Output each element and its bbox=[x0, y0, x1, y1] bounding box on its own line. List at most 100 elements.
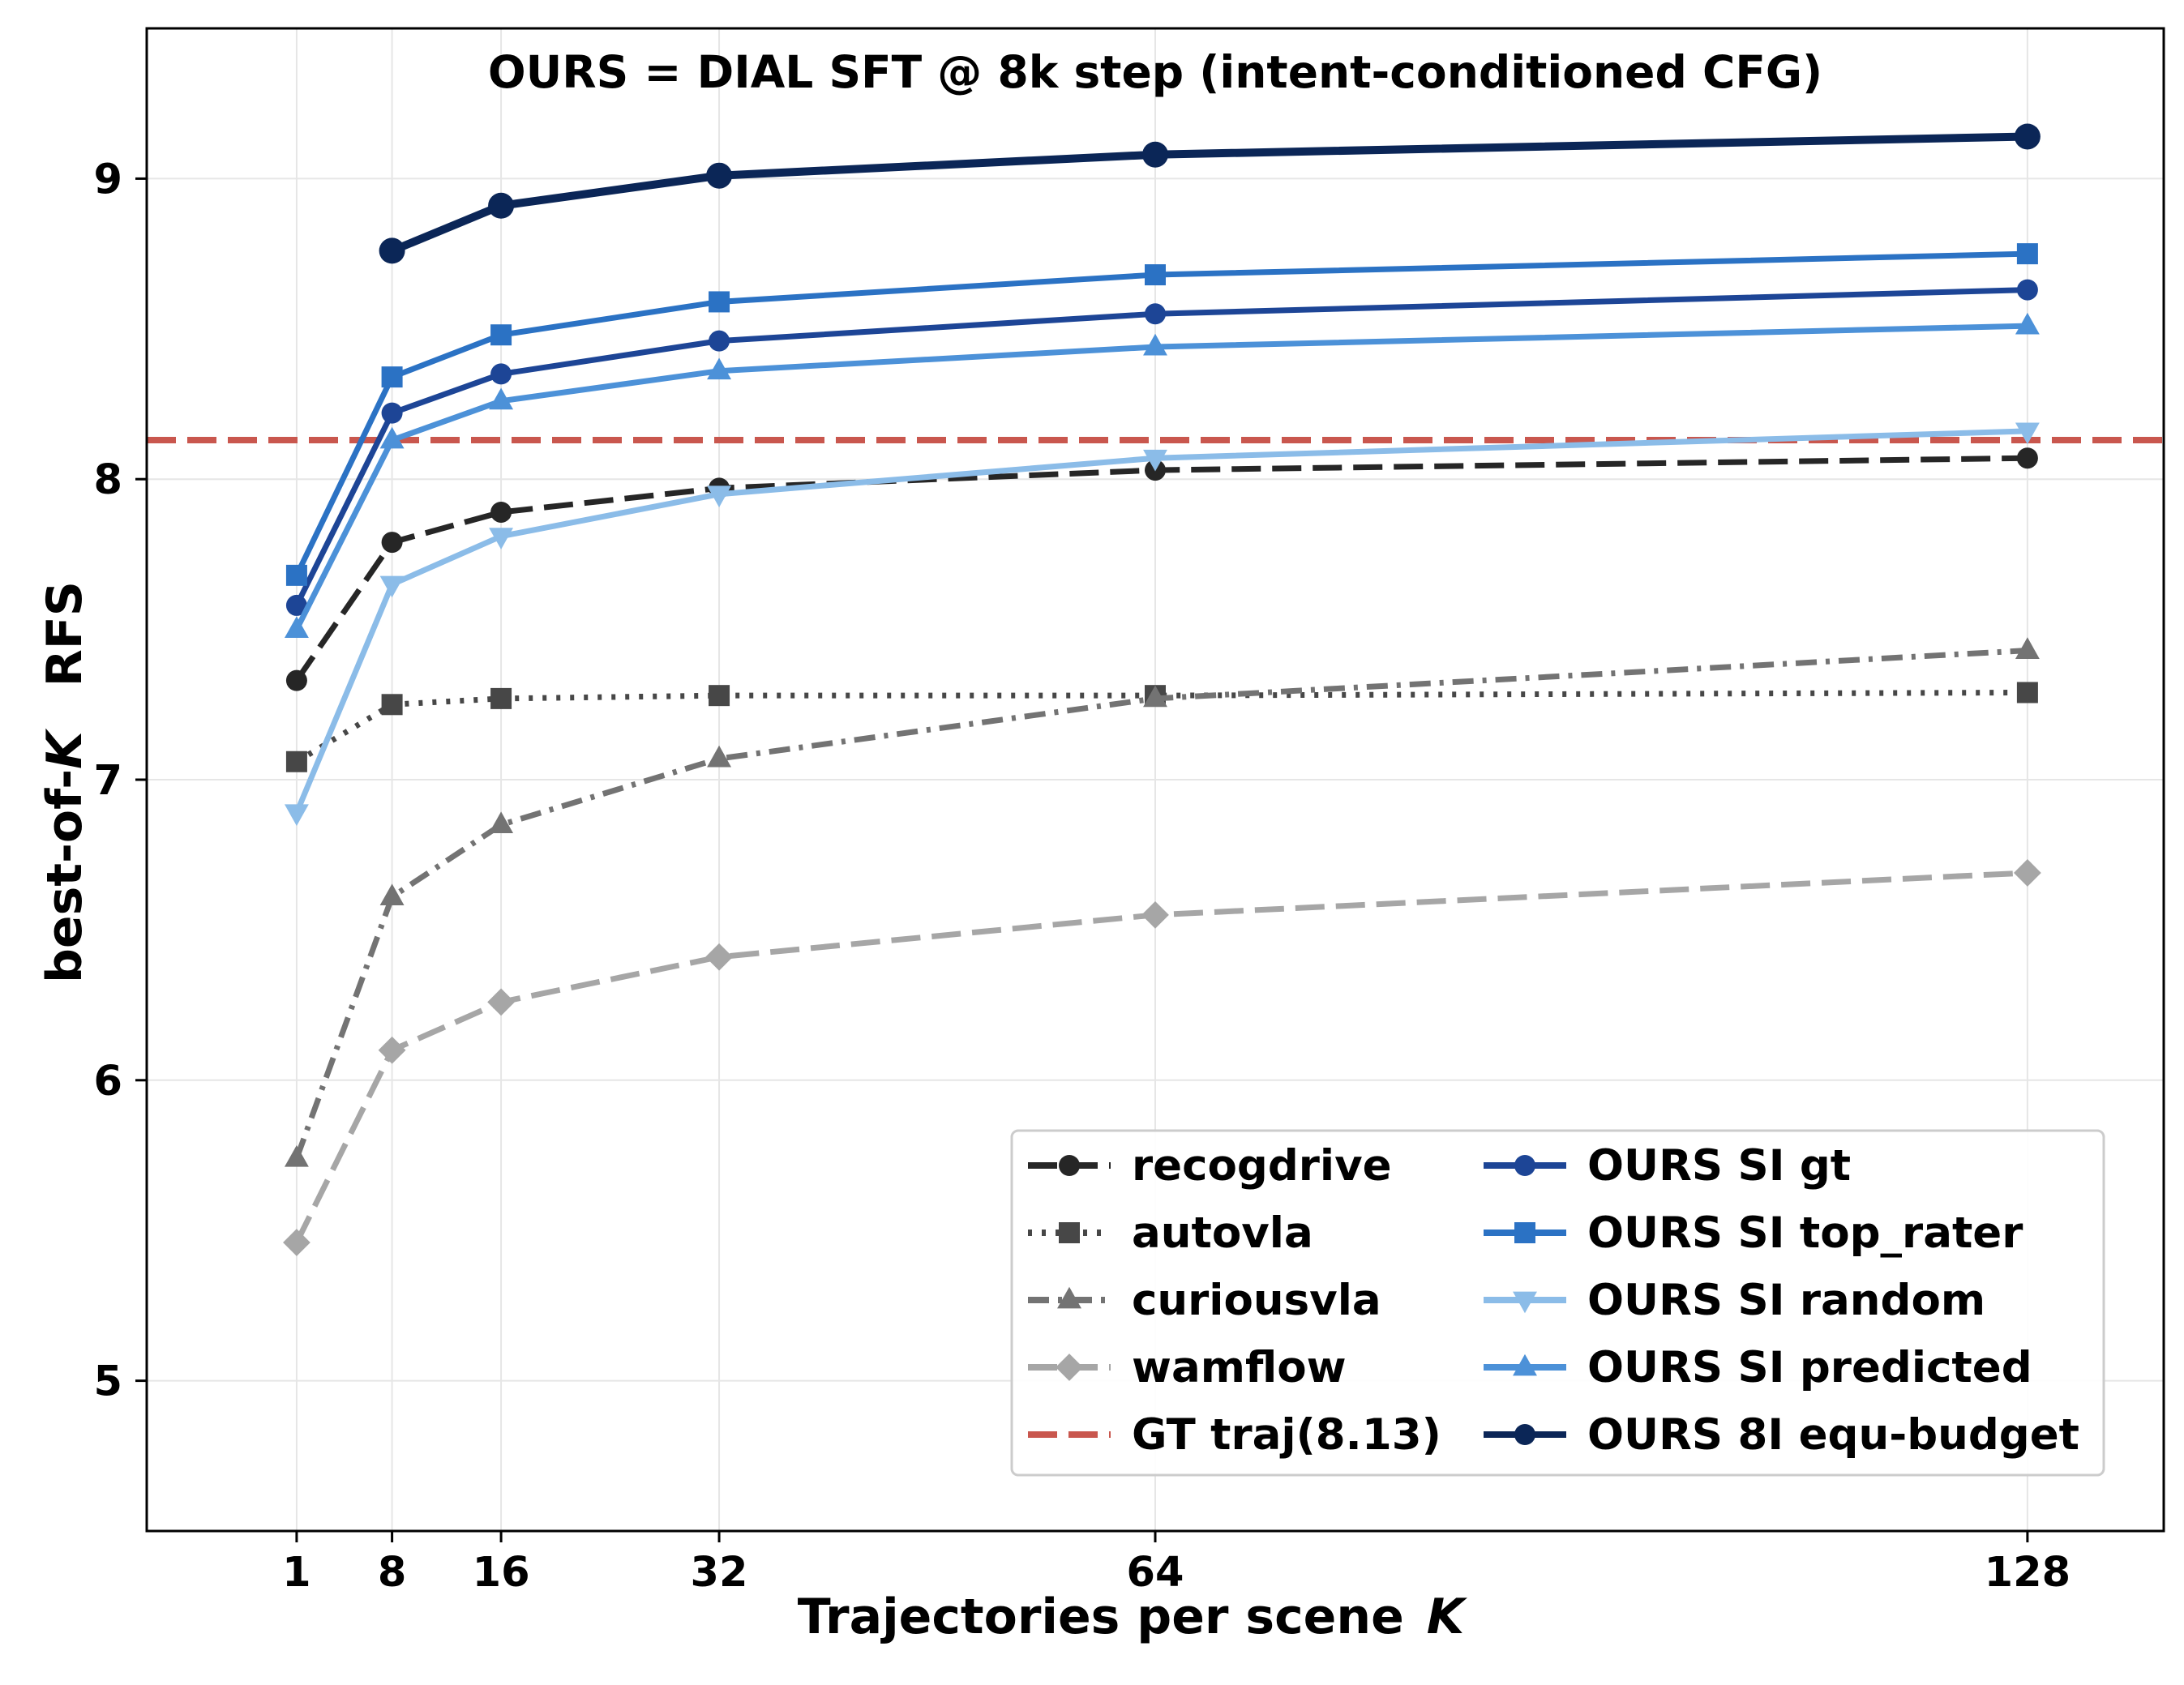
data-point bbox=[381, 402, 403, 424]
legend-item: recogdrive bbox=[1028, 1141, 1392, 1191]
data-point bbox=[2016, 447, 2038, 469]
legend-swatch-marker bbox=[1059, 1155, 1080, 1176]
legend-item: OURS SI random bbox=[1484, 1276, 1985, 1325]
legend-swatch-marker bbox=[1514, 1424, 1535, 1445]
data-point bbox=[705, 943, 733, 971]
legend-swatch-marker bbox=[1514, 1155, 1535, 1176]
data-point bbox=[285, 669, 307, 691]
legend-item: OURS SI top_rater bbox=[1484, 1208, 2023, 1258]
data-point bbox=[490, 324, 512, 346]
series-line bbox=[294, 455, 2028, 682]
legend-label: OURS 8I equ-budget bbox=[1587, 1410, 2079, 1460]
data-point bbox=[379, 237, 405, 264]
series-line bbox=[293, 287, 2028, 607]
series-ours-si-predicted bbox=[284, 312, 2040, 638]
data-point bbox=[1141, 900, 1169, 929]
data-point bbox=[381, 366, 403, 388]
data-point bbox=[488, 192, 515, 219]
x-tick-label: 16 bbox=[473, 1549, 530, 1597]
series-curiousvla bbox=[284, 637, 2040, 1167]
series-line bbox=[293, 250, 2028, 577]
data-point bbox=[379, 575, 405, 598]
x-axis-label-text: Trajectories per scene bbox=[798, 1589, 1404, 1645]
data-point bbox=[379, 883, 405, 906]
data-point bbox=[2016, 279, 2038, 301]
y-tick-label: 5 bbox=[94, 1358, 123, 1406]
data-point bbox=[284, 616, 309, 638]
data-point bbox=[2016, 243, 2038, 265]
legend-swatch-marker bbox=[1513, 1291, 1537, 1314]
legend-swatch-marker bbox=[1513, 1354, 1537, 1376]
data-point bbox=[1143, 333, 1167, 356]
data-point bbox=[707, 357, 732, 380]
x-tick-label: 1 bbox=[282, 1549, 311, 1597]
series-line bbox=[293, 323, 2028, 631]
data-point bbox=[285, 594, 307, 616]
legend-item: GT traj(8.13) bbox=[1028, 1410, 1441, 1460]
legend-label: recogdrive bbox=[1132, 1141, 1392, 1191]
legend-label: OURS SI random bbox=[1587, 1276, 1985, 1325]
data-point bbox=[1145, 264, 1166, 286]
y-axis-label: best-of-K RFS bbox=[36, 581, 93, 983]
legend-item: curiousvla bbox=[1028, 1276, 1381, 1325]
legend-label: GT traj(8.13) bbox=[1132, 1410, 1441, 1460]
data-point bbox=[2015, 422, 2040, 445]
x-axis-label-var: K bbox=[1427, 1589, 1468, 1645]
chart-title: OURS = DIAL SFT @ 8k step (intent-condit… bbox=[488, 46, 1822, 98]
data-point bbox=[381, 694, 403, 716]
data-point bbox=[2014, 123, 2041, 150]
legend-swatch-marker bbox=[1059, 1222, 1080, 1243]
data-point bbox=[2015, 312, 2040, 335]
data-point bbox=[487, 988, 515, 1016]
legend-swatch-marker bbox=[1056, 1354, 1083, 1381]
y-tick-label: 8 bbox=[94, 456, 123, 504]
y-tick-label: 9 bbox=[94, 156, 123, 203]
y-axis-label-var: K bbox=[36, 728, 93, 769]
legend-label: OURS SI predicted bbox=[1587, 1343, 2032, 1392]
data-point bbox=[2013, 859, 2041, 887]
series-ours-8i-equ-budget bbox=[379, 123, 2041, 264]
data-point bbox=[490, 687, 512, 709]
data-point bbox=[1142, 141, 1168, 168]
data-point bbox=[285, 564, 307, 586]
data-point bbox=[378, 1036, 406, 1064]
series-line bbox=[293, 428, 2028, 815]
y-tick-label: 7 bbox=[94, 757, 123, 805]
series-line bbox=[293, 648, 2028, 1160]
data-point bbox=[489, 528, 514, 550]
series-line bbox=[295, 689, 2028, 764]
legend: recogdrive autovla curiousvla wamflow GT tra… bbox=[1010, 1129, 2105, 1477]
legend-label: curiousvla bbox=[1132, 1276, 1381, 1325]
data-point bbox=[707, 745, 732, 768]
data-point bbox=[284, 1144, 309, 1167]
series-ours-si-random bbox=[284, 422, 2040, 827]
data-point bbox=[379, 426, 405, 449]
data-point bbox=[1143, 449, 1167, 472]
data-point bbox=[283, 1229, 310, 1256]
data-point bbox=[706, 162, 733, 189]
x-tick-label: 64 bbox=[1127, 1549, 1184, 1597]
legend-swatch-marker bbox=[1514, 1222, 1535, 1243]
legend-item: OURS SI gt bbox=[1484, 1141, 1851, 1191]
data-point bbox=[2016, 682, 2038, 704]
legend-label: OURS SI top_rater bbox=[1587, 1208, 2023, 1258]
data-point bbox=[1145, 303, 1166, 325]
data-point bbox=[490, 501, 512, 523]
data-point bbox=[709, 685, 730, 707]
legend-item: autovla bbox=[1028, 1208, 1313, 1258]
data-point bbox=[381, 532, 403, 554]
series-ours-si-gt bbox=[285, 279, 2038, 616]
series-wamflow bbox=[283, 859, 2041, 1256]
series-line bbox=[293, 870, 2028, 1244]
data-point bbox=[285, 751, 307, 772]
series-ours-si-top-rater bbox=[285, 243, 2038, 586]
legend-swatch-marker bbox=[1057, 1286, 1081, 1309]
legend-item: wamflow bbox=[1028, 1343, 1347, 1392]
legend-item: OURS 8I equ-budget bbox=[1484, 1410, 2079, 1460]
legend-label: OURS SI gt bbox=[1587, 1141, 1851, 1191]
data-point bbox=[2015, 637, 2040, 659]
x-tick-label: 8 bbox=[378, 1549, 407, 1597]
data-point bbox=[709, 291, 730, 313]
y-tick-label: 6 bbox=[94, 1058, 123, 1106]
